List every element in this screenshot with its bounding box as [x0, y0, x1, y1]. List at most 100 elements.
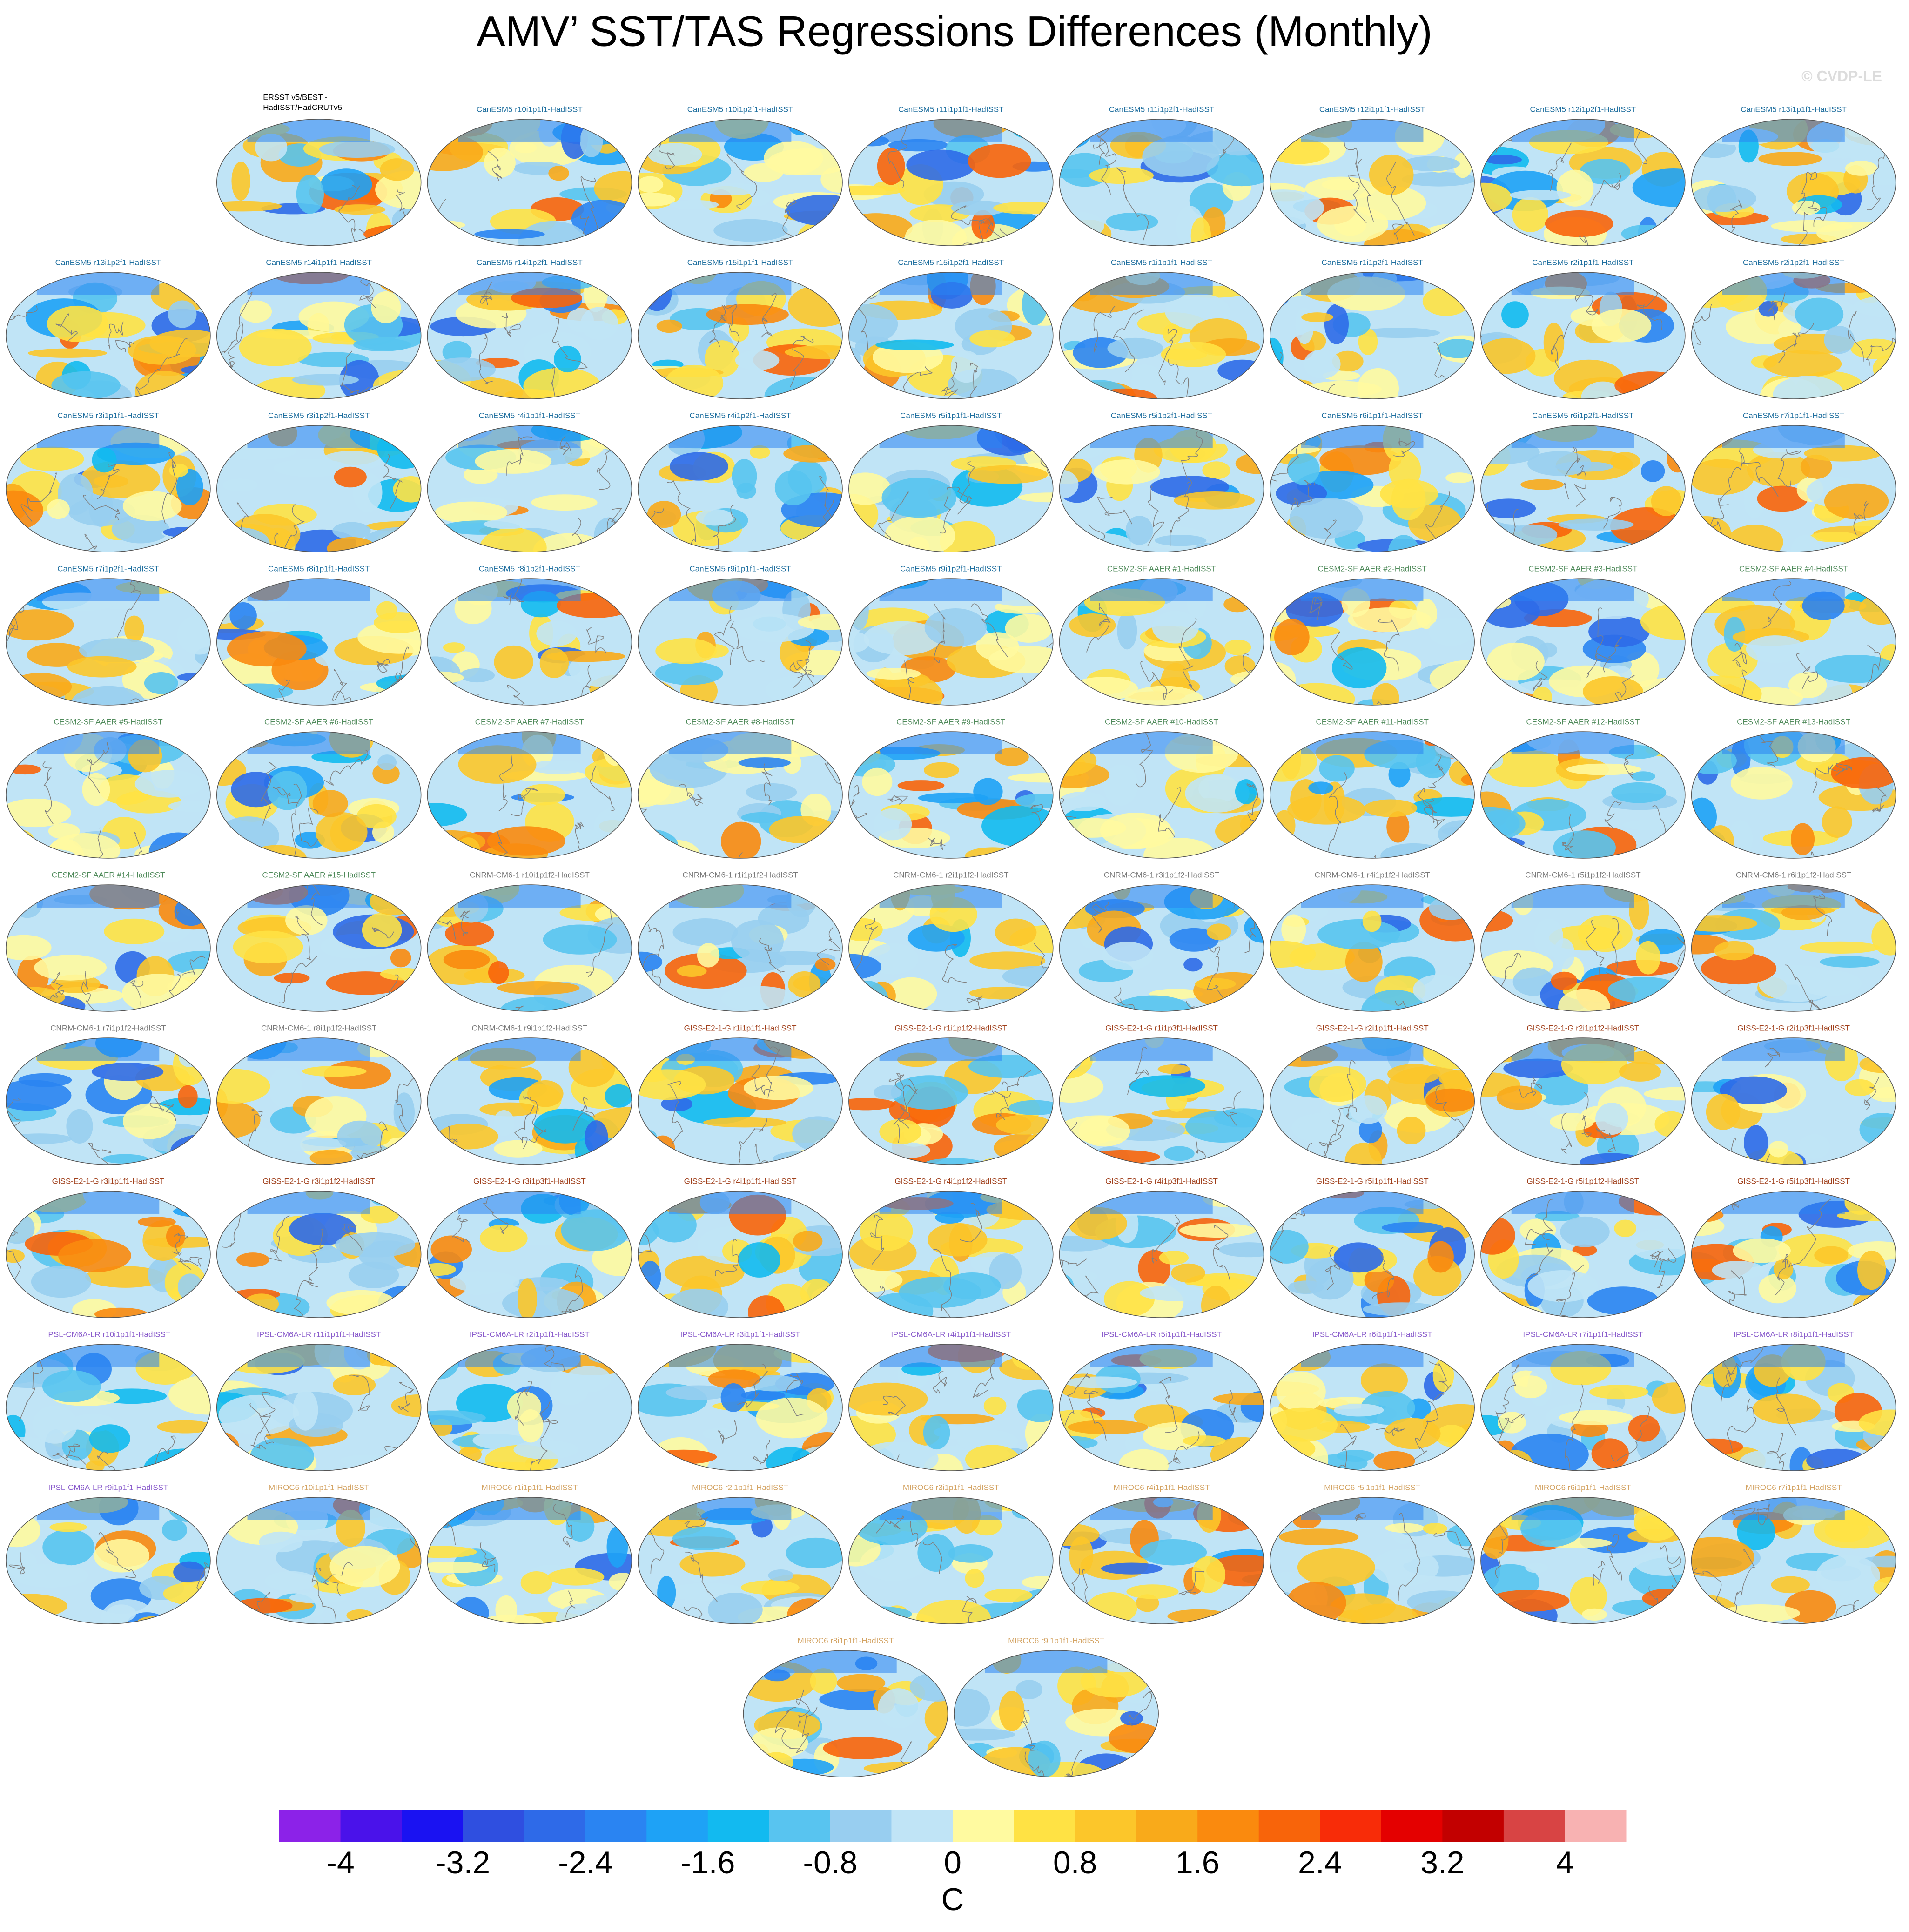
- map-panel: IPSL-CM6A-LR r5i1p1f1-HadISST: [1059, 1330, 1264, 1471]
- map-blob: [222, 478, 258, 492]
- map-blob: [309, 1150, 353, 1165]
- panel-title: GISS-E2-1-G r2i1p1f2-HadISST: [1526, 1023, 1639, 1032]
- coastline: [684, 1511, 708, 1528]
- map-blob: [1015, 794, 1053, 808]
- map-blob: [1324, 303, 1349, 344]
- map-border: [216, 1037, 422, 1165]
- panel-title: IPSL-CM6A-LR r3i1p1f1-HadISST: [680, 1330, 800, 1339]
- map-blob: [1270, 941, 1316, 968]
- panel-title: CanESM5 r12i1p2f1-HadISST: [1530, 105, 1636, 114]
- map-blob: [1089, 167, 1154, 184]
- colorbar-tick-label: 0.8: [1053, 1845, 1097, 1880]
- map-panel: CESM2-SF AAER #13-HadISST: [1691, 717, 1896, 859]
- panel-title: CanESM5 r9i1p1f1-HadISST: [689, 564, 791, 573]
- map-blob: [1424, 222, 1475, 243]
- panel-title: GISS-E2-1-G r3i1p3f1-HadISST: [473, 1177, 586, 1185]
- map-blob: [1126, 1584, 1179, 1599]
- panel-title: CanESM5 r7i1p2f1-HadISST: [57, 564, 159, 573]
- coastline: [1158, 328, 1177, 385]
- map-blob: [721, 821, 761, 858]
- map-blob: [170, 1134, 210, 1165]
- map-blob: [1691, 539, 1708, 552]
- coastline: [480, 1542, 496, 1572]
- map-blob: [999, 1356, 1053, 1380]
- figure-title: AMV’ SST/TAS Regressions Differences (Mo…: [477, 7, 1432, 55]
- map-blob: [1213, 119, 1264, 156]
- map-field: [848, 1038, 1053, 1165]
- map-blob: [848, 981, 889, 1011]
- map-blob: [848, 472, 891, 505]
- map-field: [427, 425, 632, 552]
- coastline: [87, 742, 109, 794]
- map-blob: [1159, 1250, 1189, 1265]
- coastline: [303, 885, 323, 926]
- coastline: [1650, 1251, 1670, 1268]
- map-blob: [594, 171, 632, 206]
- coastline: [273, 787, 299, 804]
- map-border: [6, 1497, 211, 1624]
- map-field: [848, 425, 1053, 552]
- panel-title: CESM2-SF AAER #8-HadISST: [686, 717, 794, 726]
- coastline: [983, 1090, 1010, 1120]
- map-blob: [1069, 677, 1138, 700]
- map-blob: [536, 620, 577, 646]
- map-blob: [1120, 1711, 1143, 1726]
- coastline: [1170, 481, 1190, 546]
- coastline: [1270, 367, 1277, 399]
- map-blob: [168, 1497, 210, 1522]
- map-blob: [315, 812, 368, 852]
- coastline: [117, 579, 141, 638]
- coastline: [1607, 1533, 1622, 1581]
- map-blob: [720, 1383, 746, 1412]
- coastline: [1519, 1076, 1542, 1098]
- coastline: [161, 452, 177, 525]
- map-blob: [85, 1266, 166, 1288]
- map-border: [848, 1037, 1054, 1165]
- map-blob: [639, 1260, 661, 1293]
- map-blob: [1869, 1087, 1896, 1103]
- map-border: [427, 425, 632, 552]
- map-blob: [1763, 350, 1842, 378]
- map-panel: MIROC6 r8i1p1f1-HadISST: [743, 1636, 948, 1777]
- map-blob: [137, 1217, 176, 1227]
- map-panel: CanESM5 r11i1p2f1-HadISST: [1059, 105, 1264, 246]
- map-blob: [1427, 1241, 1454, 1273]
- coastline: [761, 763, 773, 806]
- coastline: [1328, 772, 1347, 852]
- coastline: [1579, 236, 1601, 246]
- coastline: [511, 788, 538, 816]
- map-blob: [1487, 1589, 1570, 1612]
- map-blob: [216, 1069, 270, 1104]
- map-border: [427, 1037, 632, 1165]
- map-blob: [1167, 1609, 1229, 1623]
- map-blob: [1059, 791, 1106, 812]
- map-field: [216, 1497, 421, 1624]
- map-blob: [768, 1569, 793, 1582]
- map-blob: [699, 182, 760, 195]
- map-field: [427, 885, 632, 1011]
- map-blob: [798, 614, 843, 630]
- map-blob: [1587, 1286, 1659, 1315]
- coastline: [759, 938, 785, 973]
- coastline: [1093, 305, 1116, 353]
- map-border: [743, 1650, 948, 1777]
- coastline: [1533, 661, 1548, 691]
- map-blob: [1480, 751, 1504, 770]
- map-blob: [1746, 635, 1805, 663]
- map-border: [1480, 1191, 1686, 1318]
- map-blob: [47, 305, 108, 342]
- map-border: [638, 119, 843, 246]
- map-panel: MIROC6 r7i1p1f1-HadISST: [1691, 1483, 1896, 1624]
- coastline: [1726, 1398, 1756, 1453]
- map-blob: [858, 1441, 939, 1471]
- map-blob: [652, 1497, 673, 1517]
- map-border: [216, 425, 422, 552]
- map-blob: [738, 1242, 780, 1278]
- map-field: [427, 579, 632, 705]
- map-blob: [667, 1288, 729, 1318]
- map-blob: [1301, 312, 1333, 323]
- map-field: [1691, 1497, 1896, 1624]
- map-blob: [1622, 819, 1685, 831]
- map-field: [427, 1038, 632, 1165]
- map-blob: [1693, 579, 1718, 603]
